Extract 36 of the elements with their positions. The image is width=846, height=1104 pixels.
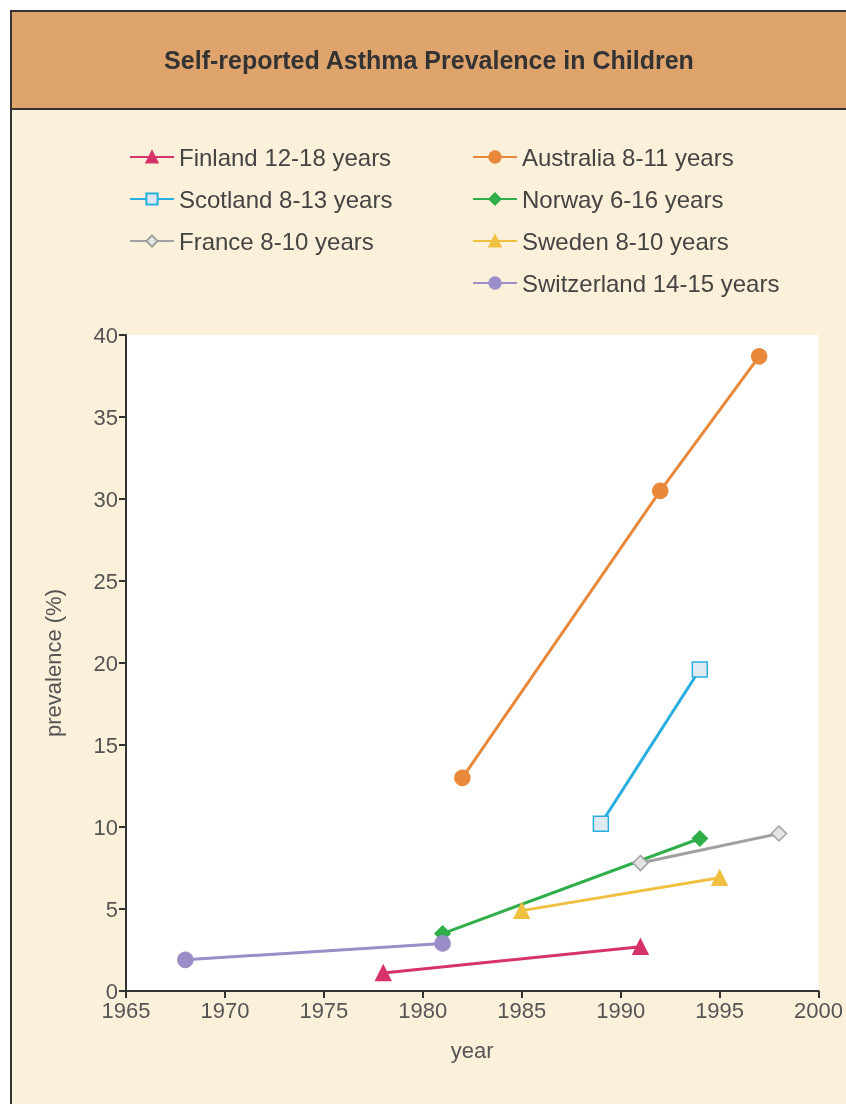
y-tick-label: 0 bbox=[105, 978, 118, 1004]
point bbox=[592, 815, 610, 832]
legend-label: Australia 8-11 years bbox=[522, 143, 734, 171]
y-axis-title: prevalence (%) bbox=[40, 589, 66, 737]
point bbox=[177, 951, 194, 969]
y-tick-label: 10 bbox=[93, 814, 118, 840]
legend-label: Scotland 8-13 years bbox=[179, 185, 393, 213]
x-tick-label: 1980 bbox=[398, 997, 448, 1023]
x-tick-label: 1970 bbox=[200, 997, 250, 1023]
y-tick-label: 35 bbox=[93, 404, 118, 430]
x-tick-label: 1995 bbox=[695, 997, 745, 1023]
x-tick-label: 2000 bbox=[794, 997, 844, 1023]
x-axis-title: year bbox=[450, 1037, 494, 1063]
point bbox=[691, 830, 709, 847]
legend-label: Sweden 8-10 years bbox=[522, 227, 729, 255]
y-tick-label: 5 bbox=[105, 896, 118, 922]
point bbox=[750, 348, 768, 365]
point bbox=[770, 825, 788, 842]
point bbox=[691, 661, 709, 678]
y-tick-label: 40 bbox=[93, 322, 118, 348]
y-tick-label: 30 bbox=[93, 486, 118, 512]
y-tick-label: 25 bbox=[93, 568, 118, 594]
y-tick-label: 15 bbox=[93, 732, 118, 758]
point bbox=[454, 769, 471, 787]
legend-label: France 8-10 years bbox=[179, 227, 374, 255]
chart-title: Self-reported Asthma Prevalence in Children bbox=[12, 12, 846, 110]
legend-label: Switzerland 14-15 years bbox=[522, 269, 780, 297]
x-tick-label: 1975 bbox=[299, 997, 349, 1023]
y-tick-label: 20 bbox=[93, 650, 118, 676]
point bbox=[632, 854, 649, 872]
point bbox=[652, 482, 669, 500]
x-tick-label: 1985 bbox=[497, 997, 547, 1023]
point bbox=[434, 935, 451, 952]
x-tick-label: 1990 bbox=[596, 997, 646, 1023]
legend-label: Norway 6-16 years bbox=[522, 185, 724, 213]
legend-label: Finland 12-18 years bbox=[179, 143, 392, 171]
